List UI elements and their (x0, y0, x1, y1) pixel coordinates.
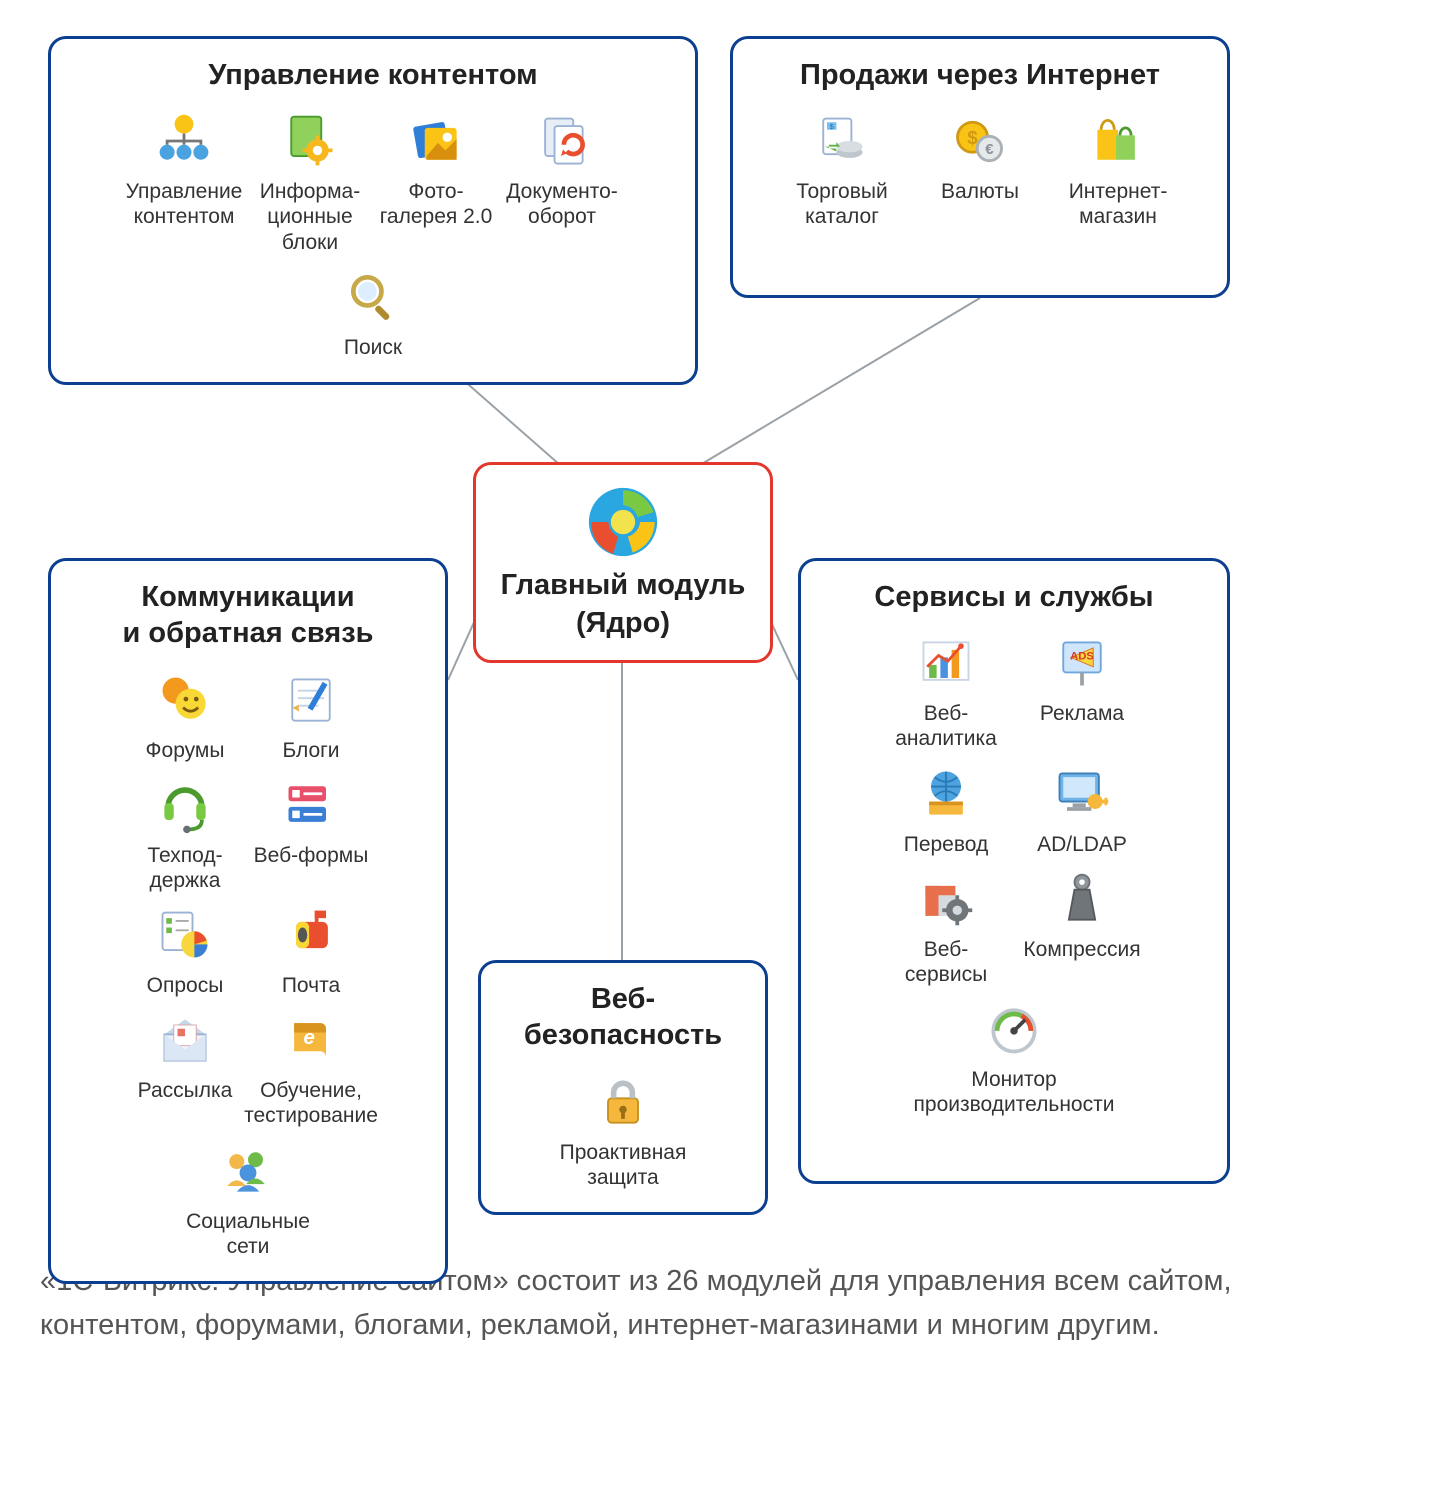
item-comm-1: Блоги (252, 666, 370, 763)
coins-icon: $€ (946, 107, 1014, 175)
panel-title-services: Сервисы и службы (815, 579, 1213, 615)
notepad-icon (277, 666, 345, 734)
item-label: Документо-оборот (506, 179, 618, 229)
item-label: Форумы (146, 738, 225, 763)
ads-sign-icon: ADS (1048, 629, 1116, 697)
item-label: Торговыйкаталог (796, 179, 887, 229)
item-content-2: Фото-галерея 2.0 (377, 107, 495, 255)
item-services-6: Мониторпроизводительности (950, 995, 1078, 1117)
item-content-3: Документо-оборот (503, 107, 621, 255)
item-label: Информа-ционныеблоки (260, 179, 360, 255)
lock-icon (589, 1068, 657, 1136)
forms-icon (277, 771, 345, 839)
item-label: Мониторпроизводительности (914, 1067, 1115, 1117)
item-comm-5: Почта (252, 901, 370, 998)
items-services: Веб-аналитика ADS Реклама Перевод AD/LDAP Веб… (815, 629, 1213, 1117)
gauge-icon (980, 995, 1048, 1063)
item-label: AD/LDAP (1037, 832, 1127, 857)
item-content-1: Информа-ционныеблоки (251, 107, 369, 255)
item-label: Социальныесети (186, 1209, 310, 1259)
item-label: Фото-галерея 2.0 (380, 179, 493, 229)
checklist-pie-icon (151, 901, 219, 969)
weight-icon (1048, 865, 1116, 933)
center-title: Главный модуль (Ядро) (500, 567, 746, 642)
item-comm-3: Веб-формы (252, 771, 370, 893)
svg-text:ADS: ADS (1070, 651, 1094, 663)
center-title-line1: Главный модуль (501, 569, 746, 601)
headset-icon (151, 771, 219, 839)
item-label: Опросы (147, 973, 224, 998)
envelope-open-icon (151, 1006, 219, 1074)
item-comm-8: Социальныесети (189, 1137, 307, 1259)
items-content: Управлениеконтентом Информа-ционныеблоки Ф… (65, 107, 681, 360)
item-sales-1: $€ Валюты (915, 107, 1045, 229)
item-label: Веб-аналитика (895, 701, 997, 751)
item-label: Проактивнаязащита (560, 1140, 687, 1190)
item-label: Рассылка (138, 1078, 233, 1103)
item-label: Компрессия (1023, 937, 1140, 962)
item-comm-0: Форумы (126, 666, 244, 763)
item-label: Веб-формы (254, 843, 369, 868)
sitemap-icon (150, 107, 218, 175)
item-label: Блоги (282, 738, 339, 763)
box-gear-icon (912, 865, 980, 933)
gear-sheet-icon (276, 107, 344, 175)
item-services-4: Веб-сервисы (882, 865, 1010, 987)
book-icon: e (277, 1006, 345, 1074)
item-label: Управлениеконтентом (126, 179, 243, 229)
bags-icon (1084, 107, 1152, 175)
item-label: Реклама (1040, 701, 1124, 726)
item-services-1: ADS Реклама (1018, 629, 1146, 751)
panel-services: Сервисы и службы Веб-аналитика ADS Реклама П… (798, 558, 1230, 1184)
panel-title-content: Управление контентом (65, 57, 681, 93)
diagram-stage: Главный модуль (Ядро) Управление контент… (0, 0, 1430, 1506)
item-services-2: Перевод (882, 760, 1010, 857)
item-label: Перевод (904, 832, 989, 857)
item-comm-2: Техпод-держка (126, 771, 244, 893)
item-label: Обучение,тестирование (244, 1078, 378, 1128)
item-services-5: Компрессия (1018, 865, 1146, 987)
panel-sales: Продажи через Интернет$Торговыйкаталог$€… (730, 36, 1230, 298)
core-icon (500, 483, 746, 561)
item-content-0: Управлениеконтентом (125, 107, 243, 255)
items-security: Проактивнаязащита (495, 1068, 751, 1190)
panel-title-security: Веб-безопасность (495, 981, 751, 1054)
panel-title-comm: Коммуникациии обратная связь (65, 579, 431, 652)
center-title-line2: (Ядро) (576, 607, 670, 639)
item-label: Валюты (941, 179, 1019, 204)
globe-book-icon (912, 760, 980, 828)
item-label: Поиск (344, 335, 402, 360)
item-content-4: Поиск (314, 263, 432, 360)
photos-icon (402, 107, 470, 175)
item-comm-4: Опросы (126, 901, 244, 998)
svg-text:€: € (985, 141, 994, 158)
emoticons-icon (151, 666, 219, 734)
item-label: Техпод-держка (147, 843, 222, 893)
item-sales-0: $Торговыйкаталог (777, 107, 907, 229)
item-sales-2: Интернет-магазин (1053, 107, 1183, 229)
center-panel: Главный модуль (Ядро) (473, 462, 773, 663)
panel-content: Управление контентом Управлениеконтентом И… (48, 36, 698, 385)
panel-title-sales: Продажи через Интернет (747, 57, 1213, 93)
item-security-0: Проактивнаязащита (548, 1068, 698, 1190)
people-icon (214, 1137, 282, 1205)
mailbox-icon (277, 901, 345, 969)
panel-comm: Коммуникациии обратная связь Форумы Блоги Т… (48, 558, 448, 1284)
item-comm-6: Рассылка (126, 1006, 244, 1128)
magnifier-icon (339, 263, 407, 331)
items-sales: $Торговыйкаталог$€ВалютыИнтернет-магазин (747, 107, 1213, 229)
doc-cycle-icon (528, 107, 596, 175)
chart-icon (912, 629, 980, 697)
item-comm-7: eОбучение,тестирование (252, 1006, 370, 1128)
item-services-3: AD/LDAP (1018, 760, 1146, 857)
monitor-key-icon (1048, 760, 1116, 828)
item-label: Веб-сервисы (905, 937, 987, 987)
catalog-icon: $ (808, 107, 876, 175)
item-services-0: Веб-аналитика (882, 629, 1010, 751)
svg-text:e: e (303, 1026, 314, 1049)
item-label: Интернет-магазин (1069, 179, 1168, 229)
panel-security: Веб-безопасность Проактивнаязащита (478, 960, 768, 1215)
items-comm: Форумы Блоги Техпод-держка Веб-формы Опросы П… (65, 666, 431, 1260)
item-label: Почта (282, 973, 340, 998)
